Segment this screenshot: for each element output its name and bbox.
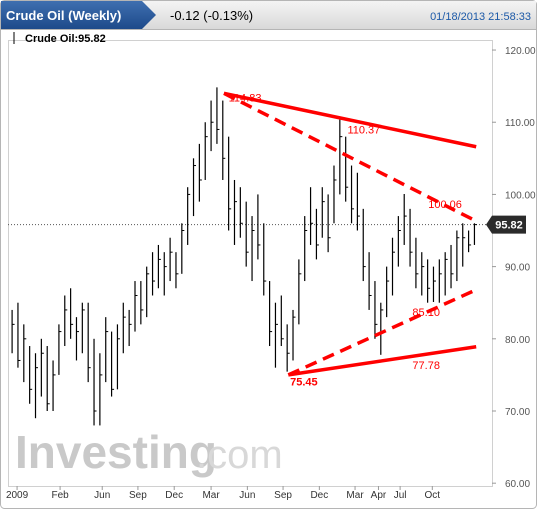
x-tick-label: Jun bbox=[94, 490, 110, 501]
watermark-suffix: .com bbox=[196, 433, 283, 477]
plot-frame bbox=[8, 40, 493, 487]
annotation: 75.45 bbox=[290, 377, 318, 389]
change: -0.12 (-0.13%) bbox=[170, 8, 253, 23]
legend-label: Crude Oil:95.82 bbox=[25, 33, 106, 45]
x-tick-label: Dec bbox=[310, 490, 328, 501]
trendline bbox=[287, 288, 477, 377]
y-tick-label: 60.00 bbox=[505, 479, 530, 490]
watermark-brand: Investing bbox=[15, 426, 217, 478]
annotation: 85.10 bbox=[412, 307, 440, 319]
x-tick-label: Sep bbox=[129, 490, 147, 501]
annotation: 77.78 bbox=[412, 360, 440, 372]
price-tag-label: 95.82 bbox=[495, 220, 523, 232]
trendline bbox=[223, 91, 477, 149]
x-tick-label: Mar bbox=[202, 490, 220, 501]
annotation: 110.37 bbox=[347, 125, 380, 137]
x-tick-label: Oct bbox=[425, 490, 441, 501]
trendline bbox=[223, 91, 477, 223]
chart-title: Crude Oil (Weekly) bbox=[6, 8, 121, 23]
x-tick-label: Jun bbox=[239, 490, 255, 501]
timestamp: 01/18/2013 21:58:33 bbox=[430, 11, 531, 23]
annotation: 114.83 bbox=[229, 92, 262, 104]
price-tag bbox=[486, 215, 526, 234]
y-tick-label: 100.00 bbox=[505, 190, 536, 201]
y-tick-label: 70.00 bbox=[505, 407, 530, 418]
x-tick-label: Jul bbox=[394, 490, 407, 501]
y-tick-label: 80.00 bbox=[505, 335, 530, 346]
y-tick-label: 110.00 bbox=[505, 118, 535, 129]
trendline bbox=[288, 345, 477, 377]
x-tick-label: 2009 bbox=[6, 490, 29, 501]
y-tick-label: 120.00 bbox=[505, 46, 536, 57]
annotation: 100.06 bbox=[428, 199, 462, 211]
x-tick-label: Apr bbox=[371, 490, 387, 501]
x-tick-label: Dec bbox=[165, 490, 183, 501]
x-tick-label: Sep bbox=[274, 490, 292, 501]
x-tick-label: Mar bbox=[346, 490, 364, 501]
title-tab bbox=[1, 1, 156, 29]
x-tick-label: Feb bbox=[51, 490, 69, 501]
y-tick-label: 90.00 bbox=[505, 263, 530, 274]
widget-frame bbox=[0, 0, 537, 509]
